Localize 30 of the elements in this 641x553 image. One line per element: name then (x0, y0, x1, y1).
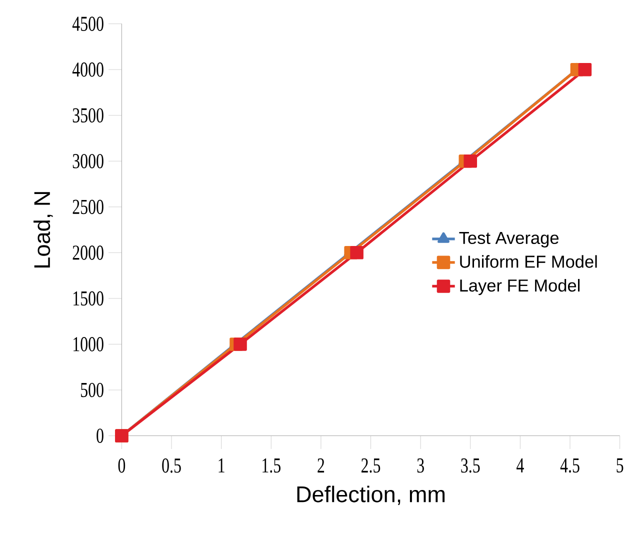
x-tick-label: 3.5 (461, 458, 480, 473)
y-tick-label: 3000 (72, 154, 104, 168)
legend-label: Uniform EF Model (460, 255, 597, 268)
point (350, 246, 364, 260)
y-tick-label: 1500 (74, 291, 104, 306)
x-tick-label: 2.5 (362, 458, 380, 473)
x-tick-label: 4.5 (560, 458, 580, 473)
y-tick-label: 1000 (74, 337, 104, 352)
point (578, 62, 592, 76)
legend-label: Test Average (459, 232, 559, 248)
y-tick-label: 0 (96, 428, 104, 443)
y-axis-title: Load, N (34, 192, 53, 268)
y-tick-label: 500 (81, 382, 104, 398)
x-tick-label: 0.5 (162, 458, 181, 473)
y-tick-label: 2500 (72, 200, 104, 214)
x-tick-label: 5 (616, 458, 624, 473)
x-tick-label: 1 (218, 458, 224, 472)
x-tick-label: 3 (417, 458, 424, 473)
x-tick-label: 2 (318, 458, 324, 473)
y-tick-label: 4500 (72, 16, 104, 32)
legend-label: Layer FE Model (460, 279, 580, 296)
y-tick-label: 3500 (72, 108, 104, 123)
x-tick-label: 0 (118, 458, 126, 473)
y-tick-label: 2000 (72, 246, 104, 260)
x-tick-label: 1.5 (262, 458, 280, 473)
point (234, 338, 247, 351)
point (464, 154, 478, 168)
x-axis-title: Deflection, mm (297, 486, 445, 506)
x-tick-label: 4 (516, 458, 524, 472)
y-tick-label: 4000 (72, 62, 104, 77)
